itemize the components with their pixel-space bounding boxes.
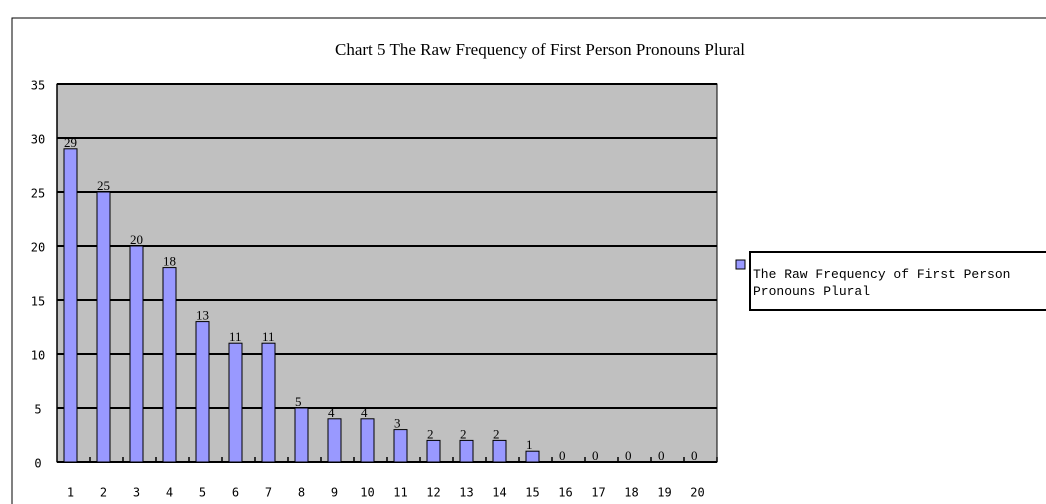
- y-tick-label: 5: [34, 403, 41, 417]
- bar: [360, 418, 375, 463]
- x-tick-label: 1: [67, 486, 74, 500]
- x-tick-label: 3: [133, 486, 140, 500]
- bar: [525, 450, 540, 463]
- x-tick-label: 2: [100, 486, 107, 500]
- data-label: 0: [625, 448, 632, 463]
- y-tick-label: 0: [34, 457, 41, 471]
- x-tick-label: 18: [624, 486, 638, 500]
- x-tick-label: 19: [657, 486, 671, 500]
- bar: [327, 418, 342, 463]
- x-tick-label: 14: [492, 486, 506, 500]
- y-tick-label: 30: [31, 133, 45, 147]
- data-label: 0: [592, 448, 599, 463]
- x-tick-label: 16: [558, 486, 572, 500]
- x-tick-label: 6: [232, 486, 239, 500]
- plot-area: [56, 83, 718, 463]
- x-tick-label: 8: [298, 486, 305, 500]
- x-tick-label: 20: [690, 486, 704, 500]
- data-label: 25: [97, 178, 110, 193]
- x-tick-label: 10: [360, 486, 374, 500]
- x-tick-label: 5: [199, 486, 206, 500]
- data-label: 3: [394, 416, 401, 431]
- bar: [195, 321, 210, 463]
- legend-marker: [735, 259, 746, 270]
- y-tick-label: 35: [31, 79, 45, 93]
- data-label: 5: [295, 394, 302, 409]
- bar: [294, 407, 309, 463]
- x-tick-label: 11: [393, 486, 407, 500]
- x-tick-label: 15: [525, 486, 539, 500]
- x-tick-label: 17: [591, 486, 605, 500]
- data-label: 2: [493, 426, 500, 441]
- data-label: 11: [262, 329, 275, 344]
- x-tick-label: 7: [265, 486, 272, 500]
- data-label: 4: [328, 405, 335, 420]
- data-label: 2: [427, 426, 434, 441]
- y-tick-label: 15: [31, 295, 45, 309]
- bar: [459, 439, 474, 463]
- y-tick-label: 25: [31, 187, 45, 201]
- bar: [162, 267, 177, 463]
- data-label: 11: [229, 329, 242, 344]
- y-tick-label: 20: [31, 241, 45, 255]
- x-tick-label: 4: [166, 486, 173, 500]
- data-label: 13: [196, 308, 209, 323]
- bar: [63, 148, 78, 463]
- chart-title: Chart 5 The Raw Frequency of First Perso…: [335, 40, 745, 59]
- bar: [393, 429, 408, 463]
- y-tick-label: 10: [31, 349, 45, 363]
- x-tick-label: 13: [459, 486, 473, 500]
- data-label: 2: [460, 426, 467, 441]
- data-label: 0: [658, 448, 665, 463]
- data-label: 0: [691, 448, 698, 463]
- data-label: 29: [64, 135, 77, 150]
- bar: [96, 191, 111, 463]
- data-label: 20: [130, 232, 143, 247]
- bar: [426, 439, 441, 463]
- data-label: 0: [559, 448, 566, 463]
- bar: [492, 439, 507, 463]
- data-label: 1: [526, 437, 533, 452]
- bar: [228, 342, 243, 463]
- legend-label: The Raw Frequency of First Person Pronou…: [753, 267, 1011, 299]
- data-label: 18: [163, 254, 176, 269]
- data-label: 4: [361, 405, 368, 420]
- bar: [261, 342, 276, 463]
- x-tick-label: 9: [331, 486, 338, 500]
- bar: [129, 245, 144, 463]
- x-tick-label: 12: [426, 486, 440, 500]
- legend-box: [749, 251, 1046, 311]
